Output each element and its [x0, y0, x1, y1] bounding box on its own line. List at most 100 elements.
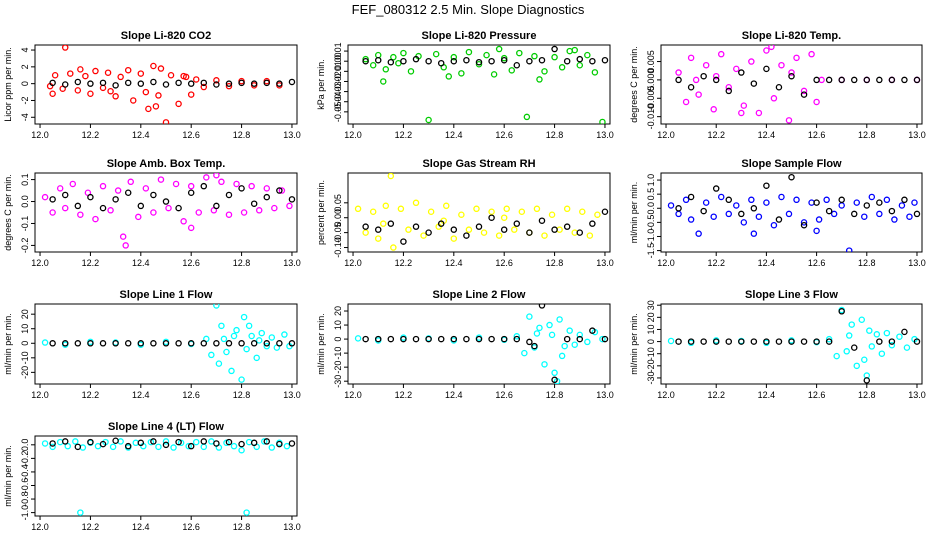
data-point-all	[427, 208, 435, 216]
data-point-all	[768, 45, 775, 51]
data-point-2-5-min	[412, 223, 420, 230]
data-point-all	[853, 362, 861, 370]
data-point-all	[56, 438, 64, 446]
y-tick-label: -4	[20, 113, 30, 121]
data-point-all	[843, 348, 850, 355]
data-point-2-5-min	[61, 191, 69, 199]
data-point-2-5-min	[112, 196, 119, 203]
data-point-2-5-min	[87, 80, 94, 87]
data-point-2-5-min	[112, 82, 119, 89]
data-point-2-5-min	[888, 76, 896, 84]
data-point-2-5-min	[725, 338, 733, 345]
y-tick-label: 20	[333, 306, 343, 316]
panel-boxtemp: Slope Amb. Box Temp. 12.0 12.2 12.4 12.6 12.8…	[3, 158, 301, 268]
data-point-all	[187, 182, 195, 190]
y-axis-label: degrees C per min.	[3, 174, 13, 251]
data-point-all	[770, 95, 778, 102]
data-point-all	[405, 226, 412, 233]
y-tick-label: -0.02	[333, 71, 343, 92]
data-point-2-5-min	[213, 440, 220, 447]
data-point-2-5-min	[400, 57, 407, 65]
data-point-2-5-min	[500, 226, 508, 233]
data-point-all	[785, 210, 793, 218]
data-point-all	[815, 216, 823, 223]
data-point-2-5-min	[576, 229, 584, 236]
plot-frame	[34, 172, 298, 253]
data-point-all	[750, 230, 758, 237]
data-point-2-5-min	[387, 58, 395, 66]
data-point-2-5-min	[901, 196, 908, 204]
data-point-2-5-min	[551, 226, 558, 233]
data-point-2-5-min	[61, 438, 69, 445]
data-point-2-5-min	[162, 441, 170, 449]
data-point-2-5-min	[913, 338, 921, 345]
panel-title: Slope Line 3 Flow	[745, 289, 838, 301]
data-point-all	[213, 77, 220, 84]
x-tick-label: 12.6	[182, 258, 200, 268]
data-point-all	[566, 47, 573, 55]
panel-pressure: Slope Li-820 Pressure 12.0 12.2 12.4 12.6 12.…	[316, 30, 614, 140]
data-point-all	[490, 71, 498, 78]
data-point-all	[868, 193, 876, 201]
data-point-2-5-min	[788, 173, 795, 181]
x-tick-label: 12.2	[395, 258, 413, 268]
data-point-all	[380, 78, 387, 85]
data-point-all	[546, 321, 553, 329]
data-point-all	[208, 351, 215, 359]
x-tick-label: 12.6	[182, 130, 200, 140]
data-point-2-5-min	[213, 202, 220, 210]
data-point-all	[228, 367, 235, 375]
plot-frame	[660, 172, 923, 253]
data-point-2-5-min	[238, 185, 245, 192]
data-point-2-5-min	[124, 189, 132, 196]
x-tick-label: 12.2	[707, 258, 725, 268]
data-point-all	[225, 82, 233, 90]
data-point-2-5-min	[225, 191, 233, 199]
data-point-2-5-min	[687, 193, 695, 201]
x-tick-label: 13.0	[596, 258, 614, 268]
data-point-all	[77, 509, 84, 516]
data-point-2-5-min	[850, 344, 858, 351]
plot-frame	[34, 303, 298, 385]
x-tick-label: 13.0	[283, 522, 301, 532]
y-tick-label: 0.0	[20, 195, 30, 208]
data-point-2-5-min	[74, 340, 82, 347]
data-point-2-5-min	[687, 338, 695, 345]
data-point-all	[788, 69, 795, 76]
data-point-all	[200, 443, 208, 451]
data-point-all	[220, 335, 228, 343]
x-tick-label: 12.0	[31, 258, 49, 268]
data-point-all	[82, 72, 89, 80]
data-point-2-5-min	[250, 80, 258, 87]
y-tick-label: -1.0	[646, 229, 656, 245]
y-tick-label: -0.01	[333, 61, 343, 82]
data-point-2-5-min	[712, 185, 720, 192]
data-point-all	[558, 352, 566, 360]
data-point-all	[521, 349, 528, 357]
x-tick-label: 12.8	[233, 258, 251, 268]
data-point-2-5-min	[712, 338, 720, 345]
x-tick-label: 12.2	[707, 130, 725, 140]
data-point-2-5-min	[901, 328, 908, 336]
data-point-2-5-min	[400, 238, 407, 245]
panel-title: Slope Li-820 Pressure	[422, 30, 537, 42]
x-tick-label: 12.4	[758, 130, 776, 140]
data-point-2-5-min	[124, 340, 132, 347]
data-point-all	[755, 109, 763, 117]
data-point-2-5-min	[175, 438, 182, 446]
data-points	[362, 45, 609, 124]
data-point-all	[374, 235, 382, 242]
data-point-2-5-min	[813, 199, 820, 206]
data-point-2-5-min	[112, 340, 119, 347]
data-point-all	[215, 360, 223, 367]
data-point-all	[667, 202, 675, 209]
data-point-all	[263, 185, 271, 192]
data-point-2-5-min	[750, 205, 758, 212]
data-points	[675, 45, 921, 124]
data-points	[46, 45, 296, 124]
data-point-2-5-min	[150, 438, 157, 445]
data-point-2-5-min	[187, 442, 195, 450]
y-tick-label: 4	[20, 48, 30, 53]
panel-title: Slope Line 4 (LT) Flow	[108, 421, 224, 433]
data-point-2-5-min	[601, 335, 609, 343]
